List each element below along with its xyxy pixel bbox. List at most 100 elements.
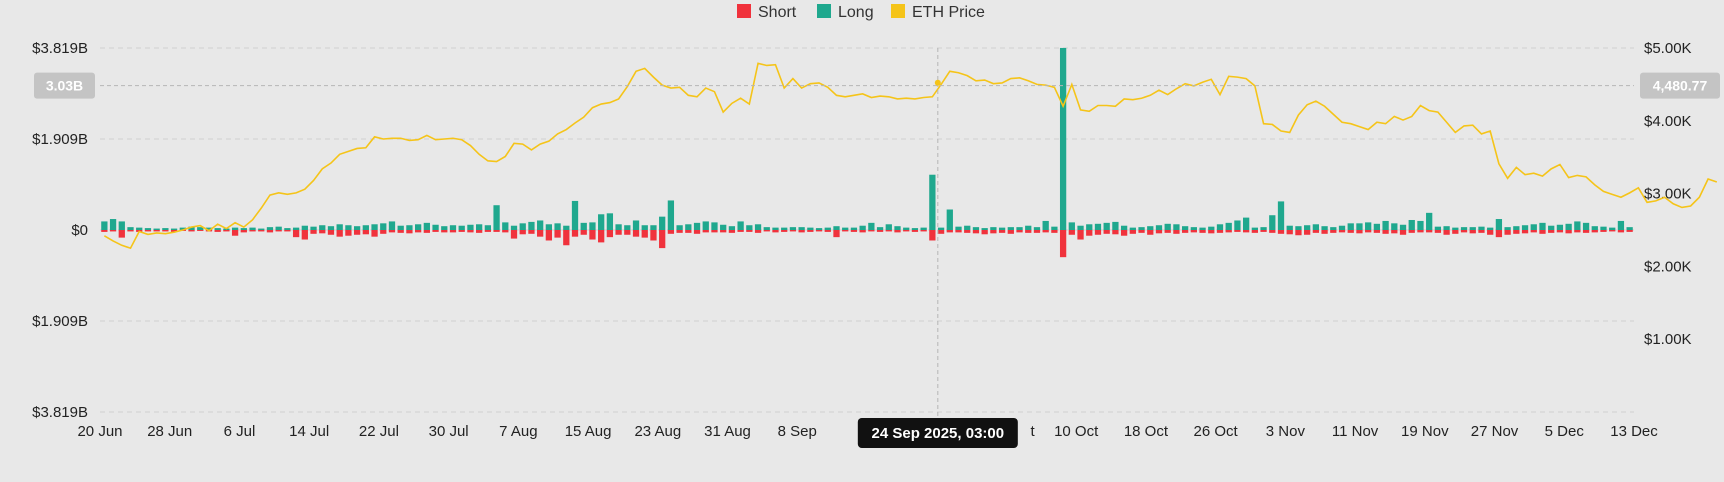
long-bar[interactable] (144, 228, 152, 230)
short-bar[interactable] (1094, 230, 1102, 235)
long-bar[interactable] (371, 224, 378, 230)
short-bar[interactable] (859, 230, 866, 233)
short-bar[interactable] (345, 230, 352, 236)
long-bar[interactable] (1530, 224, 1537, 230)
long-bar[interactable] (258, 228, 265, 230)
short-bar[interactable] (1216, 230, 1224, 233)
short-bar[interactable] (1138, 230, 1145, 233)
short-bar[interactable] (946, 230, 953, 233)
long-bar[interactable] (101, 221, 108, 230)
short-bar[interactable] (258, 230, 265, 232)
long-bar[interactable] (292, 227, 300, 230)
long-bar[interactable] (1539, 222, 1546, 230)
short-bar[interactable] (1295, 230, 1302, 236)
short-bar[interactable] (746, 230, 753, 232)
short-bar[interactable] (815, 230, 823, 232)
short-bar[interactable] (1103, 230, 1110, 234)
short-bar[interactable] (1286, 230, 1293, 235)
short-bar[interactable] (1617, 230, 1625, 233)
short-bar[interactable] (1365, 230, 1372, 233)
legend-item-eth-price[interactable]: ETH Price (891, 4, 985, 21)
short-bar[interactable] (1033, 230, 1041, 233)
long-bar[interactable] (1504, 227, 1511, 230)
short-bar[interactable] (284, 230, 291, 232)
long-bar[interactable] (763, 227, 770, 230)
long-bar[interactable] (397, 225, 404, 230)
short-bar[interactable] (1521, 230, 1529, 234)
short-bar[interactable] (362, 230, 369, 235)
short-bar[interactable] (1417, 230, 1424, 233)
short-bar[interactable] (728, 230, 736, 233)
long-bar[interactable] (1199, 227, 1206, 230)
short-bar[interactable] (1068, 230, 1075, 235)
long-bar[interactable] (598, 214, 605, 230)
long-bar[interactable] (1216, 224, 1224, 230)
short-bar[interactable] (1225, 230, 1232, 233)
long-bar[interactable] (1094, 223, 1102, 230)
long-bar[interactable] (1007, 227, 1014, 230)
short-bar[interactable] (1495, 230, 1503, 238)
long-bar[interactable] (1513, 226, 1520, 230)
long-bar[interactable] (1574, 221, 1581, 230)
long-bar[interactable] (1068, 222, 1075, 230)
long-bar[interactable] (249, 227, 256, 230)
long-bar[interactable] (1138, 227, 1145, 230)
short-bar[interactable] (1452, 230, 1459, 234)
short-bar[interactable] (955, 230, 962, 233)
long-bar[interactable] (676, 225, 683, 230)
short-bar[interactable] (598, 230, 605, 243)
short-bar[interactable] (798, 230, 805, 233)
short-bar[interactable] (1391, 230, 1398, 234)
short-bar[interactable] (476, 230, 483, 233)
long-bar[interactable] (1059, 47, 1067, 230)
long-bar[interactable] (1208, 226, 1215, 230)
long-bar[interactable] (894, 226, 901, 230)
long-bar[interactable] (441, 226, 448, 230)
long-bar[interactable] (1103, 222, 1110, 230)
short-bar[interactable] (1330, 230, 1337, 233)
short-bar[interactable] (493, 230, 500, 232)
short-bar[interactable] (981, 230, 988, 235)
long-bar[interactable] (1260, 227, 1267, 230)
short-bar[interactable] (781, 230, 788, 232)
short-bar[interactable] (1155, 230, 1163, 234)
long-bar[interactable] (1330, 227, 1337, 230)
short-bar[interactable] (650, 230, 657, 241)
short-bar[interactable] (1190, 230, 1197, 233)
long-bar[interactable] (1426, 212, 1433, 230)
long-bar[interactable] (911, 228, 919, 230)
short-bar[interactable] (537, 230, 544, 237)
short-bar[interactable] (1112, 230, 1119, 235)
short-bar[interactable] (1460, 230, 1468, 233)
long-bar[interactable] (388, 221, 396, 230)
short-bar[interactable] (807, 230, 814, 232)
short-bar[interactable] (1059, 230, 1067, 258)
short-bar[interactable] (1208, 230, 1215, 234)
short-bar[interactable] (641, 230, 648, 238)
short-bar[interactable] (231, 230, 239, 236)
long-bar[interactable] (1129, 227, 1136, 230)
long-bar[interactable] (327, 226, 335, 230)
short-bar[interactable] (275, 230, 282, 232)
short-bar[interactable] (197, 230, 204, 231)
short-bar[interactable] (310, 230, 317, 234)
short-bar[interactable] (789, 230, 797, 232)
short-bar[interactable] (101, 230, 108, 232)
short-bar[interactable] (842, 230, 849, 232)
long-bar[interactable] (650, 225, 657, 230)
long-bar[interactable] (563, 225, 570, 230)
long-bar[interactable] (1321, 226, 1328, 230)
long-bar[interactable] (833, 226, 840, 230)
short-bar[interactable] (1025, 230, 1032, 233)
long-bar[interactable] (1077, 225, 1084, 230)
long-bar[interactable] (693, 222, 701, 230)
short-bar[interactable] (720, 230, 727, 233)
long-bar[interactable] (929, 174, 936, 230)
short-bar[interactable] (1487, 230, 1494, 235)
long-bar[interactable] (754, 224, 762, 230)
long-bar[interactable] (301, 225, 308, 230)
long-bar[interactable] (336, 224, 343, 230)
long-bar[interactable] (1173, 224, 1180, 230)
short-bar[interactable] (580, 230, 587, 235)
